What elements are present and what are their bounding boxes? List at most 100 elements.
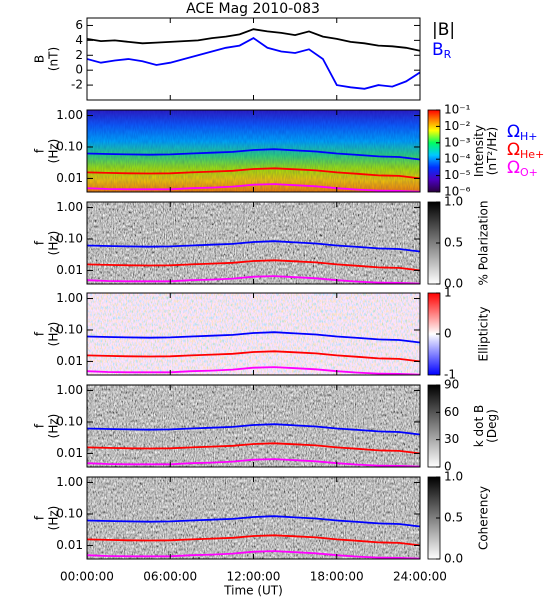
legend-subscript: He+ (520, 148, 544, 161)
x-tick-label: 24:00:00 (393, 570, 447, 584)
y-tick-label: 1.00 (56, 291, 83, 305)
colorbar-tick-label: 1.0 (444, 195, 463, 209)
y-axis-label: (nT) (47, 47, 61, 71)
colorbar-label: Coherency (477, 486, 491, 550)
spectrogram (87, 477, 420, 559)
series-line (87, 331, 420, 344)
y-axis-label: f (33, 148, 47, 153)
series-line (87, 183, 420, 192)
y-tick-label: 1.00 (56, 200, 83, 214)
y-axis-label: f (33, 240, 47, 245)
y-tick-label: 0.01 (56, 263, 83, 277)
y-tick-label: 2 (75, 48, 83, 62)
series-line (87, 350, 420, 363)
legend-subscript: O+ (520, 166, 538, 179)
colorbar-tick-label: 90 (444, 378, 459, 392)
y-axis-label: (Hz) (47, 506, 61, 531)
colorbar-tick-label: 0.0 (444, 552, 463, 566)
y-axis-label: (Hz) (47, 231, 61, 256)
series-line (87, 259, 420, 272)
series-line (87, 515, 420, 528)
series-line (87, 37, 420, 90)
series-line (87, 240, 420, 253)
colorbar-tick-label: 10⁻⁵ (444, 168, 471, 182)
legend-label: |B| (432, 20, 455, 40)
y-tick-label: 1.00 (56, 475, 83, 489)
colorbar-tick-label: 10⁻⁴ (444, 152, 471, 166)
colorbar-tick-label: 30 (444, 432, 459, 446)
y-tick-label: 1.00 (56, 108, 83, 122)
y-tick-label: 0.10 (56, 139, 83, 153)
series-line (87, 167, 420, 180)
series-line (87, 275, 420, 284)
legend-label: ΩH+ (507, 122, 538, 143)
y-axis-label: f (33, 423, 47, 428)
y-axis-label: (Hz) (47, 414, 61, 439)
y-axis-label: f (33, 331, 47, 336)
y-tick-label: -2 (71, 78, 83, 92)
colorbar-label: (Deg) (485, 409, 499, 443)
legend-label: BR (432, 40, 452, 61)
legend-name: Ω (507, 140, 520, 160)
colorbar-tick-label: 0.5 (444, 511, 463, 525)
y-tick-label: 0.10 (56, 414, 83, 428)
legend-name: Ω (507, 122, 520, 142)
series-line (87, 28, 420, 52)
y-tick-label: 0.10 (56, 506, 83, 520)
colorbar-label: % Polarization (477, 201, 491, 286)
legend-name: Ω (507, 158, 520, 178)
y-tick-label: 4 (75, 33, 83, 47)
chart-title: ACE Mag 2010-083 (186, 1, 320, 17)
y-axis-label: (Hz) (47, 322, 61, 347)
legend-label: ΩO+ (507, 158, 538, 179)
y-tick-label: 0.01 (56, 538, 83, 552)
series-line (87, 423, 420, 436)
series-line (87, 534, 420, 547)
colorbar-tick-label: 10⁻⁶ (444, 185, 471, 199)
colorbar-label: k dot B (472, 405, 486, 447)
legend-subscript: R (444, 48, 452, 61)
colorbar (427, 109, 441, 193)
colorbar-tick-label: -1 (444, 368, 456, 382)
colorbar-tick-label: 10⁻¹ (444, 103, 471, 117)
y-tick-label: 0.10 (56, 322, 83, 336)
y-tick-label: 0.10 (56, 231, 83, 245)
y-tick-label: 0 (75, 63, 83, 77)
colorbar-label: (nT²/Hz) (485, 127, 499, 175)
x-tick-label: 18:00:00 (310, 570, 364, 584)
colorbar-tick-label: 1 (444, 286, 452, 300)
spectrogram-texture (87, 110, 420, 192)
series-line (87, 148, 420, 161)
colorbar-tick-label: 10⁻³ (444, 135, 471, 149)
x-tick-label: 00:00:00 (60, 570, 114, 584)
legend-name: |B| (432, 20, 455, 40)
y-tick-label: 0.01 (56, 446, 83, 460)
colorbar-tick-label: 0 (444, 460, 452, 474)
x-tick-label: 12:00:00 (227, 570, 281, 584)
x-tick-label: 06:00:00 (143, 570, 197, 584)
series-line (87, 366, 420, 375)
colorbar-label: Intensity (472, 125, 486, 177)
y-tick-label: 1.00 (56, 383, 83, 397)
legend-name: B (432, 40, 444, 60)
x-axis-label: Time (UT) (223, 584, 283, 598)
y-tick-label: 0.01 (56, 171, 83, 185)
y-axis-label: B (33, 55, 47, 63)
colorbar-tick-label: 0 (444, 327, 452, 341)
series-line (87, 458, 420, 467)
y-tick-label: 6 (75, 18, 83, 32)
spectrogram (87, 385, 420, 467)
series-line (87, 550, 420, 559)
colorbar-tick-label: 60 (444, 405, 459, 419)
colorbar (427, 384, 441, 468)
series-line (87, 442, 420, 455)
legend-subscript: H+ (520, 130, 538, 143)
y-axis-label: (Hz) (47, 139, 61, 164)
spectrogram (87, 293, 420, 375)
colorbar-tick-label: 1.0 (444, 470, 463, 484)
colorbar-tick-label: 10⁻² (444, 119, 471, 133)
colorbar-label: Ellipticity (477, 307, 491, 362)
colorbar-tick-label: 0.5 (444, 236, 463, 250)
